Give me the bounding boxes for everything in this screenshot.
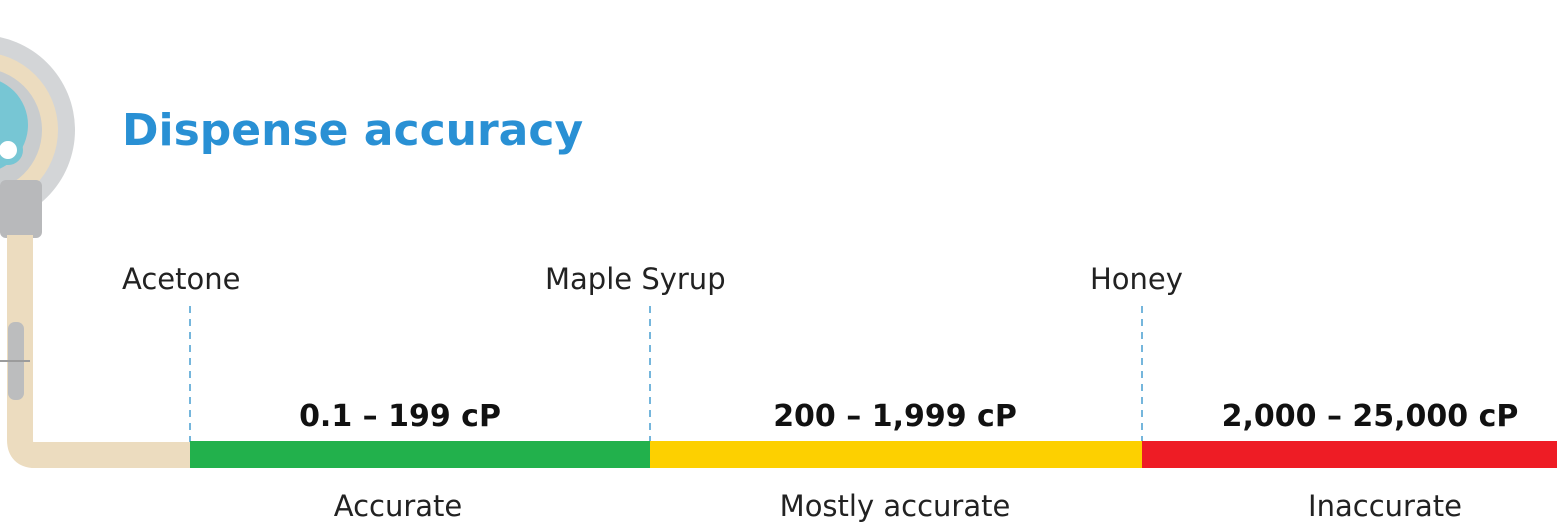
segment-bar: [190, 441, 650, 468]
segment-bar: [1142, 441, 1557, 468]
range-label: 0.1 – 199 cP: [299, 399, 501, 434]
accuracy-label: Mostly accurate: [780, 489, 1011, 523]
accuracy-label: Inaccurate: [1308, 489, 1462, 523]
marker-label: Maple Syrup: [545, 262, 726, 296]
marker-label: Honey: [1090, 262, 1183, 296]
device-illustration: [0, 35, 190, 455]
marker-label: Acetone: [122, 262, 240, 296]
accuracy-label: Accurate: [334, 489, 463, 523]
segment-bar: [650, 441, 1142, 468]
range-label: 200 – 1,999 cP: [773, 399, 1017, 434]
diagram: Dispense accuracy Acetone Maple Syrup Hone…: [0, 0, 1557, 527]
range-label: 2,000 – 25,000 cP: [1222, 399, 1519, 434]
page: Dispense accuracy Acetone Maple Syrup Hone…: [0, 0, 1557, 527]
title: Dispense accuracy: [122, 105, 583, 156]
